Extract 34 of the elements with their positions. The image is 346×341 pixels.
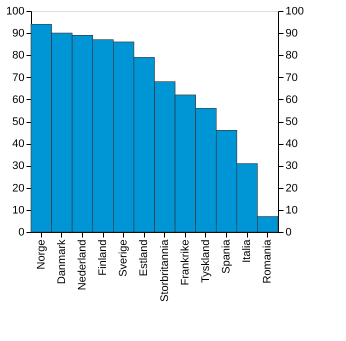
y-tick-label: 20 (12, 182, 24, 194)
x-tick-label: Tyskland (200, 240, 212, 283)
x-tick-label: Frankrike (179, 240, 192, 286)
y2-tick-label: 100 (286, 6, 304, 18)
y2-tick-label: 30 (286, 160, 298, 172)
y2-tick-label: 50 (286, 116, 298, 128)
y-tick-label: 10 (12, 204, 24, 216)
y-tick-label: 60 (12, 94, 24, 106)
x-tick-label: Storbritannia (158, 238, 171, 302)
y-tick-label: 100 (6, 6, 24, 18)
y-tick-label: 50 (12, 116, 24, 128)
x-tick-label: Italia (241, 238, 254, 263)
y2-tick-label: 20 (286, 182, 298, 194)
x-tick-label: Finland (97, 240, 110, 276)
x-tick-label: Nederland (76, 240, 88, 290)
y2-tick-label: 40 (286, 138, 298, 150)
y-tick-label: 70 (12, 72, 24, 84)
x-tick-label: Sverige (118, 240, 130, 277)
x-tick-label: Spania (220, 238, 233, 274)
x-tick-label: Danmark (56, 239, 68, 284)
y2-tick-label: 80 (286, 50, 298, 62)
x-tick-label: Estland (138, 240, 150, 276)
y2-tick-label: 0 (286, 226, 292, 238)
x-tick-label: Romania (262, 238, 274, 284)
y-tick-label: 0 (18, 226, 24, 238)
y-tick-label: 80 (12, 50, 24, 62)
x-tick-label: Norge (35, 240, 48, 270)
y2-tick-label: 70 (286, 72, 298, 84)
y2-tick-label: 60 (286, 94, 298, 106)
y2-tick-label: 90 (286, 28, 298, 40)
y2-tick-label: 10 (286, 204, 298, 216)
y-tick-label: 90 (12, 28, 24, 40)
y-tick-label: 30 (12, 160, 24, 172)
y-tick-label: 40 (12, 138, 24, 150)
